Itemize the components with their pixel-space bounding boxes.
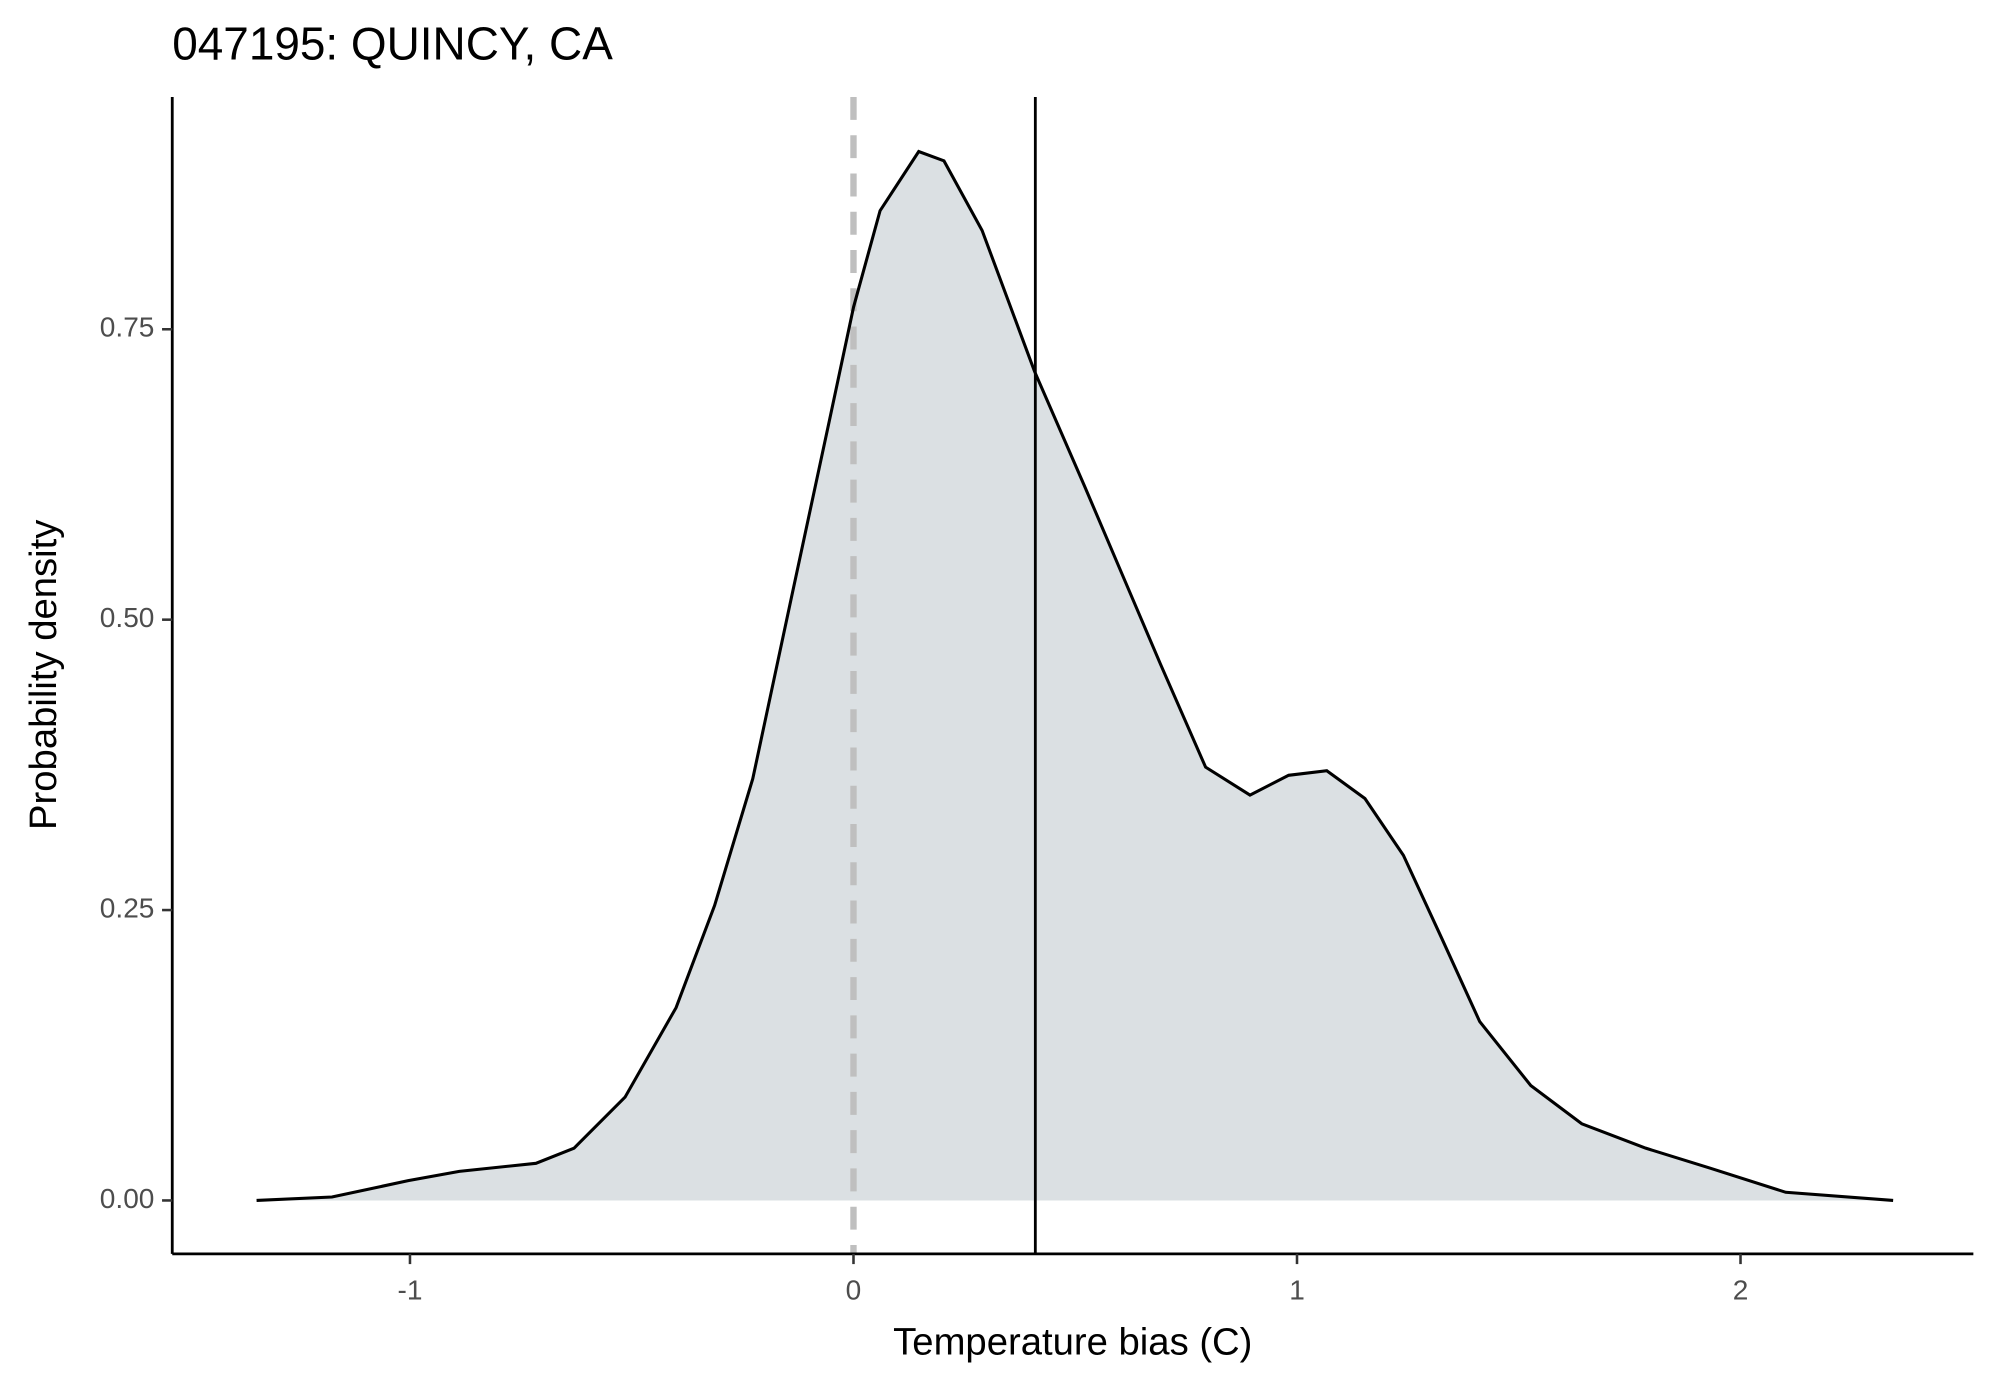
chart-title: 047195: QUINCY, CA — [172, 17, 613, 69]
x-tick-label: -1 — [398, 1275, 423, 1306]
density-area — [256, 151, 1894, 1201]
y-tick-label: 0.75 — [100, 312, 155, 343]
density-line — [256, 149, 1894, 1202]
y-axis-label: Probability density — [22, 519, 65, 830]
x-tick-label: 2 — [1733, 1275, 1749, 1306]
x-tick-label: 0 — [846, 1275, 862, 1306]
y-tick-label: 0.25 — [100, 892, 155, 923]
x-axis-label: Temperature bias (C) — [893, 1321, 1252, 1364]
x-tick-label: 1 — [1289, 1275, 1305, 1306]
y-tick-label: 0.50 — [100, 602, 155, 633]
y-tick-label: 0.00 — [100, 1183, 155, 1214]
